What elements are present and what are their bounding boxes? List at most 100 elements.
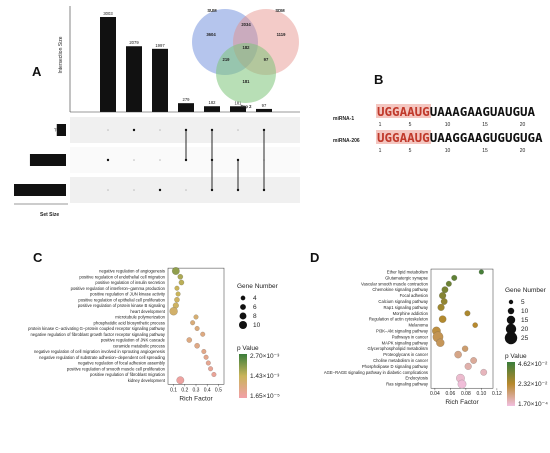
enrichment-dot [174, 297, 180, 303]
term-label: Morphine addiction [393, 311, 429, 316]
intersection-bar [100, 17, 116, 112]
mirna-name-2: miRNA-206 [333, 138, 360, 144]
enrichment-dot [194, 343, 200, 349]
term-label: phosphatidic acid biosynthetic process [94, 320, 165, 325]
size-legend-label: 4 [253, 295, 257, 302]
enrichment-dot [178, 279, 185, 286]
term-label: Rap1 signaling pathway [384, 305, 429, 310]
intersection-bar-label: 3003 [103, 11, 113, 16]
size-legend-label: 6 [253, 304, 257, 311]
color-legend-title: p Value [237, 345, 259, 352]
x-tick-label: 0.12 [492, 391, 502, 397]
term-label: negative regulation of fibroblast growth… [30, 332, 165, 337]
intersection-bar [230, 106, 246, 112]
intersection-bar-label: 2079 [129, 40, 139, 45]
ruler-tick-label: 1 [379, 122, 382, 128]
term-label: positive regulation of endothelial cell … [79, 274, 165, 279]
size-legend-dot [239, 312, 247, 320]
size-legend-label: 25 [521, 335, 529, 342]
rest-seq-1: UAAAGAAGUAUGUA [430, 104, 536, 119]
term-label: positive regulation of JNK cascade [101, 338, 166, 343]
color-legend-label: 4.62×10⁻² [518, 361, 548, 368]
intersection-bar-label: 279 [183, 97, 191, 102]
enrichment-dot [439, 292, 447, 300]
matrix-row-band [70, 177, 300, 203]
enrichment-dot [437, 303, 445, 311]
ruler-tick-label: 5 [409, 148, 412, 154]
x-tick-label: 0.5 [215, 387, 222, 393]
venn-label-top2: Top 2 [241, 104, 253, 109]
term-label: Ras signaling pathway [386, 382, 429, 387]
x-tick-label: 0.2 [181, 387, 188, 393]
x-tick-label: 0.04 [430, 391, 440, 397]
dot-plot: negative regulation of angiogenesisposit… [28, 267, 280, 402]
ruler-tick-label: 10 [445, 122, 451, 128]
x-axis-title: Rich Factor [179, 395, 213, 402]
venn-count-center: 182 [243, 45, 251, 50]
ruler-tick-label: 20 [520, 122, 526, 128]
panel-label-d: D [310, 250, 319, 265]
term-label: negative regulation of angiogenesis [99, 269, 165, 274]
term-label: Glutamatergic synapse [385, 275, 428, 280]
size-legend-label: 10 [521, 308, 529, 315]
enrichment-dot [464, 310, 471, 317]
matrix-dot [159, 129, 161, 131]
venn-count-top2-only: 181 [243, 79, 251, 84]
plot-frame [430, 268, 494, 389]
venn-count-sum-top2: 219 [223, 57, 231, 62]
size-legend-title: Gene Number [237, 283, 279, 290]
term-label: positive regulation of insulin secretion [95, 280, 165, 285]
size-legend-dot [504, 331, 518, 345]
enrichment-dot [464, 362, 472, 370]
venn-label-sum: SUM [207, 8, 217, 13]
enrichment-dot [470, 357, 477, 364]
intersection-bar [204, 106, 220, 112]
term-label: negative regulation of focal adhesion as… [78, 361, 166, 366]
matrix-dot [158, 188, 162, 192]
enrichment-dot [176, 376, 185, 385]
term-label: Proteoglycans in cancer [383, 352, 428, 357]
mirna-seq-1: UGGAAUGUAAAGAAGUAUGUA [377, 104, 536, 119]
x-tick-label: 0.06 [446, 391, 456, 397]
enrichment-dot [445, 280, 452, 287]
term-label: kidney development [128, 378, 166, 383]
x-tick-label: 0.1 [170, 387, 177, 393]
position-ruler-2: 1 5 10 15 20 [379, 148, 526, 154]
matrix-dot [132, 128, 136, 132]
enrichment-dot [200, 331, 206, 337]
rest-seq-2: UAAGGAAGUGUGUGA [430, 130, 543, 145]
term-label: ceramide metabolic process [113, 343, 165, 348]
set-size-bar [29, 154, 66, 166]
term-label: positive regulation of protein kinase B … [78, 303, 166, 308]
intersection-bar [152, 48, 168, 112]
size-legend-label: 20 [521, 326, 529, 333]
panel-label-a: A [32, 64, 42, 79]
term-label: Endocytosis [405, 376, 428, 381]
venn-count-sum-only: 3604 [206, 32, 216, 37]
x-tick-label: 0.08 [461, 391, 471, 397]
term-label: protein kinase C−activating G−protein co… [28, 326, 166, 331]
panel-label-b: B [374, 72, 383, 87]
size-legend-dot [508, 299, 514, 305]
set-size-bar [56, 124, 66, 136]
set-size-bar [14, 184, 66, 196]
term-label: Phospholipase D signaling pathway [362, 364, 429, 369]
venn-count-sum-sdm: 2034 [241, 22, 251, 27]
color-legend-title: p Value [505, 353, 527, 360]
go-enrichment-plot: C negative regulation of angiogenesispos… [28, 250, 280, 402]
enrichment-dot [480, 368, 488, 376]
size-legend-label: 15 [521, 317, 529, 324]
upset-plot: A Intersection Size 3003 2079 1997 279 182 18… [14, 6, 300, 218]
intersection-bar-label: 182 [209, 100, 217, 105]
term-label: Pathways in cancer [392, 334, 429, 339]
mirna-name-1: miRNA-1 [333, 116, 354, 122]
term-label: Vascular smooth muscle contraction [361, 281, 429, 286]
size-legend-dot [505, 323, 517, 335]
term-label: Calcium signaling pathway [378, 299, 428, 304]
venn-count-sdm-only: 1119 [277, 32, 287, 37]
term-label: positive regulation of interferon−gamma … [71, 286, 166, 291]
venn-count-sdm-top2: 97 [264, 57, 269, 62]
enrichment-dot [438, 315, 447, 323]
size-legend-dot [506, 315, 516, 325]
